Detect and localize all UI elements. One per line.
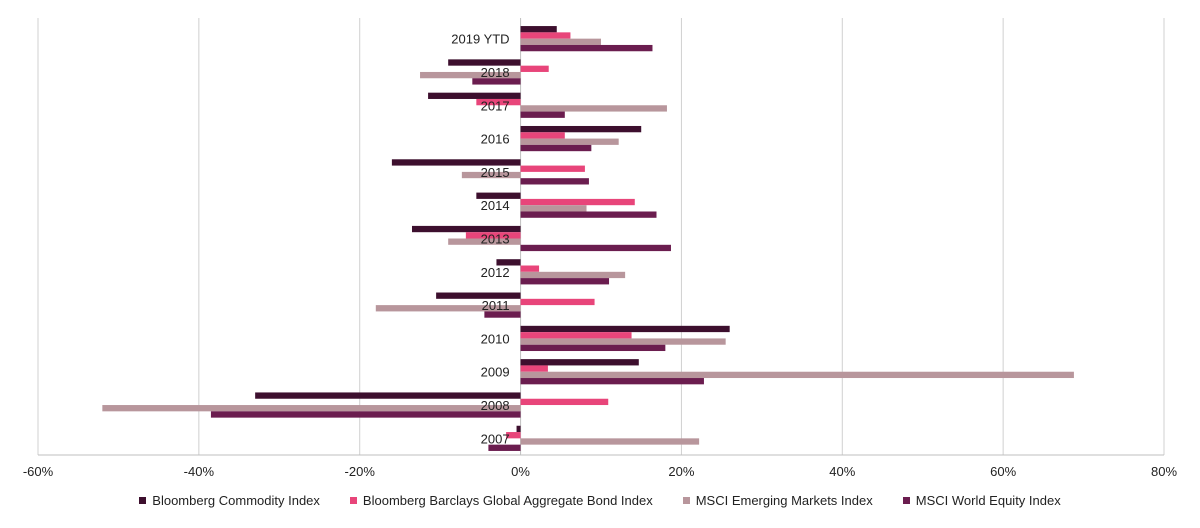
bar — [420, 71, 521, 79]
bar — [520, 111, 565, 118]
x-tick-label: -60% — [23, 464, 54, 479]
category-label: 2010 — [481, 331, 510, 346]
bar — [476, 98, 521, 106]
bar — [102, 405, 521, 412]
bar — [520, 359, 639, 366]
legend-swatch — [349, 496, 357, 504]
x-tick-label: 80% — [1151, 464, 1177, 479]
bar — [476, 192, 521, 199]
bar — [472, 78, 521, 85]
category-label: 2007 — [481, 431, 510, 446]
bar — [516, 425, 521, 433]
x-tick-label: 20% — [668, 464, 694, 479]
category-label: 2019 YTD — [451, 32, 509, 47]
bar — [375, 305, 521, 312]
bar — [520, 26, 557, 33]
bar — [520, 338, 726, 345]
bar — [496, 259, 521, 266]
bar — [411, 225, 521, 233]
bar — [436, 292, 521, 299]
legend-item: Bloomberg Commodity Index — [139, 490, 320, 510]
bars — [102, 26, 1074, 451]
bar — [488, 444, 521, 451]
bar — [428, 92, 521, 99]
legend-label: MSCI World Equity Index — [915, 492, 1061, 508]
legend-item: MSCI Emerging Markets Index — [682, 490, 873, 510]
category-label: 2009 — [481, 365, 510, 380]
legend-item: MSCI World Equity Index — [902, 490, 1061, 510]
x-tick-label: -20% — [345, 464, 376, 479]
bar — [520, 298, 595, 306]
bar — [506, 432, 521, 439]
category-label: 2016 — [481, 132, 510, 147]
legend-swatch — [139, 496, 147, 504]
legend-label: MSCI Emerging Markets Index — [695, 492, 873, 508]
bar — [520, 144, 592, 152]
category-label: 2013 — [481, 232, 510, 247]
bar — [255, 392, 521, 399]
bar — [520, 378, 704, 385]
bar — [448, 59, 521, 66]
bar — [520, 205, 587, 212]
gridlines — [37, 18, 1165, 455]
legend-label: Bloomberg Barclays Global Aggregate Bond… — [362, 492, 653, 508]
legend-swatch — [682, 496, 690, 504]
bar — [520, 65, 549, 72]
bar — [520, 278, 610, 285]
bar — [520, 105, 667, 112]
category-label: 2017 — [481, 98, 510, 113]
x-tick-label: -40% — [184, 464, 215, 479]
x-tick-label: 60% — [990, 464, 1016, 479]
legend-label: Bloomberg Commodity Index — [152, 492, 320, 508]
bar — [520, 344, 666, 352]
bar — [520, 325, 730, 333]
category-label: 2012 — [481, 265, 510, 280]
bar — [520, 32, 571, 39]
bar — [520, 398, 609, 406]
x-tick-label: 40% — [829, 464, 855, 479]
category-label: 2011 — [482, 298, 510, 313]
bar — [520, 271, 626, 279]
bar — [520, 211, 657, 218]
legend-swatch — [902, 496, 910, 504]
bar — [461, 171, 521, 179]
category-label: 2008 — [481, 398, 510, 413]
bar — [520, 132, 565, 139]
bar — [520, 125, 642, 133]
bar — [520, 165, 585, 172]
bar — [520, 265, 540, 272]
x-axis: -60% -40% -20% 0% 20% 40% 60% 80% — [23, 454, 1177, 479]
bar — [520, 44, 653, 52]
bar — [520, 178, 589, 185]
category-label: 2014 — [481, 198, 510, 213]
category-labels: 2019 YTD 2018 2017 2016 2015 2014 2013 2012 2011… — [451, 32, 509, 447]
category-label: 2015 — [481, 165, 510, 180]
bar — [520, 38, 601, 45]
x-tick-label: 0% — [511, 464, 530, 479]
bar — [210, 411, 521, 418]
bar — [520, 365, 548, 372]
bar — [520, 198, 635, 206]
legend-item: Bloomberg Barclays Global Aggregate Bond… — [349, 490, 653, 510]
legend: Bloomberg Commodity Index Bloomberg Barcl… — [0, 490, 1200, 510]
bar — [520, 438, 700, 445]
bar — [520, 138, 619, 145]
bar — [484, 311, 521, 318]
bar — [465, 232, 521, 239]
bar — [520, 244, 671, 252]
category-label: 2018 — [481, 65, 510, 80]
bar — [448, 238, 521, 245]
bar — [520, 371, 1074, 379]
bar — [391, 159, 521, 166]
bar — [520, 332, 632, 339]
